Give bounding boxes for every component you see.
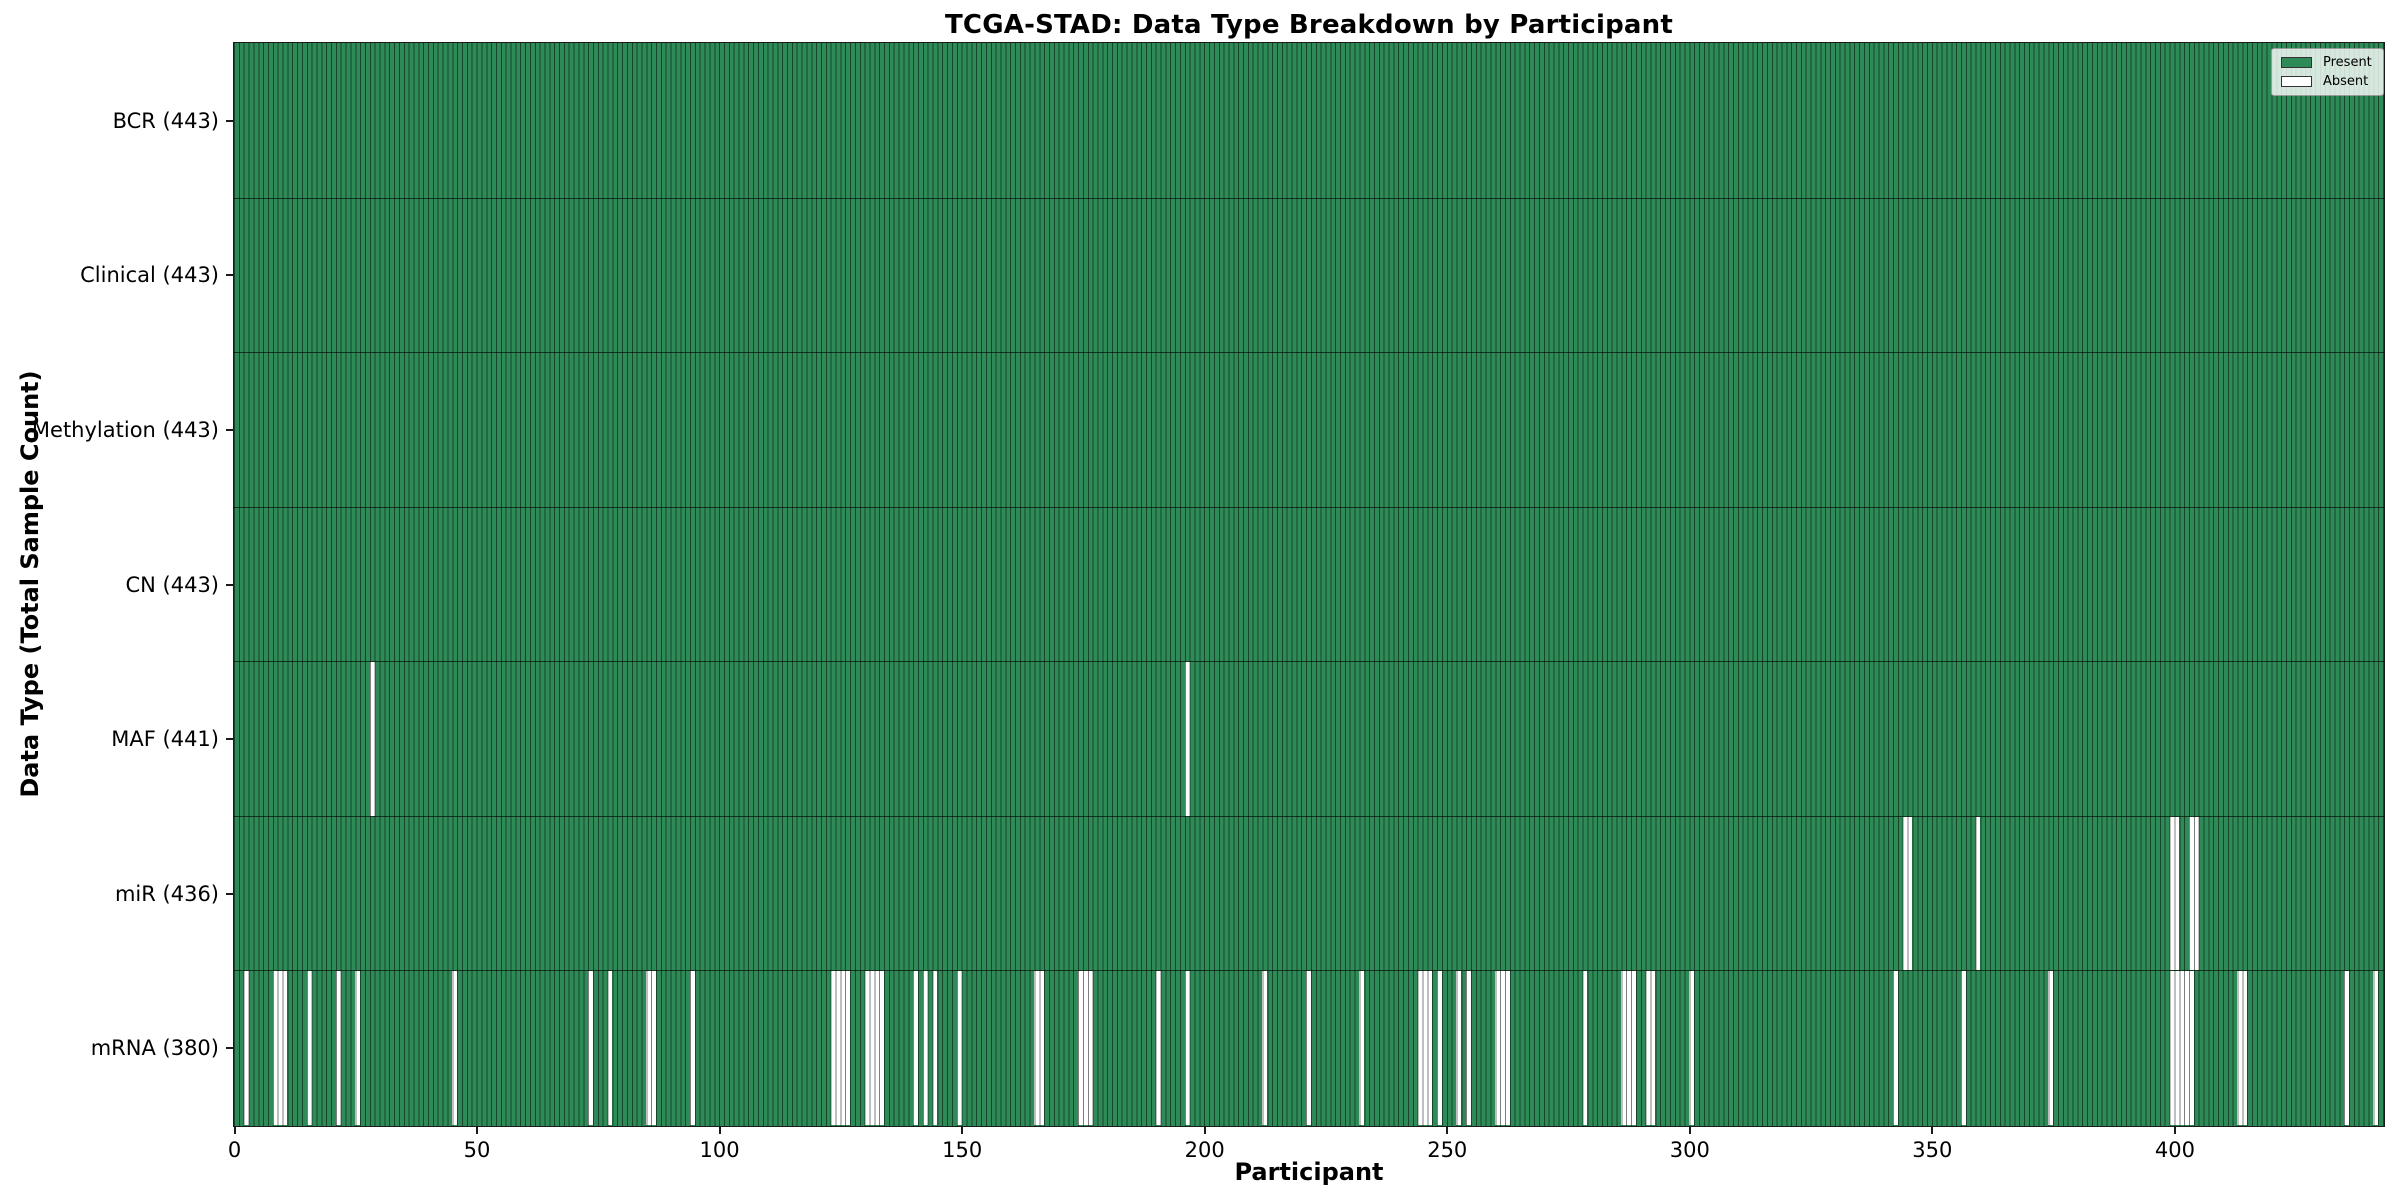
absent-cell (2048, 971, 2054, 1125)
absent-cell (306, 971, 312, 1125)
absent-cell (607, 971, 613, 1125)
y-tick-mark (226, 738, 233, 741)
absent-cell (1960, 971, 1966, 1125)
absent-cell (1689, 971, 1695, 1125)
legend-entry-absent: Absent (2281, 75, 2372, 88)
absent-cell (2242, 971, 2248, 1125)
absent-cell (1427, 971, 1433, 1125)
y-tick-label: CN (443) (125, 572, 219, 597)
absent-cell (1650, 971, 1656, 1125)
x-tick-mark (961, 1127, 964, 1134)
x-tick-label: 0 (227, 1138, 242, 1162)
absent-cell (2193, 816, 2199, 971)
absent-cell (1184, 662, 1190, 816)
heatmap-row-mir (234, 815, 2384, 971)
y-tick-mark (226, 1047, 233, 1050)
legend-label-present: Present (2323, 55, 2372, 70)
legend: Present Absent (2271, 48, 2384, 96)
absent-cell (1582, 971, 1588, 1125)
absent-cell (651, 971, 657, 1125)
plot-area (233, 42, 2385, 1127)
absent-cell (1907, 816, 1913, 971)
x-tick-label: 50 (463, 1138, 491, 1162)
absent-cell (913, 971, 918, 1125)
x-tick-label: 300 (1669, 1138, 1710, 1162)
absent-cell (1184, 971, 1190, 1125)
absent-cell (1975, 816, 1981, 971)
x-tick-mark (1931, 1127, 1934, 1134)
absent-cell (1087, 971, 1093, 1125)
y-tick-label: mRNA (380) (90, 1036, 219, 1061)
x-tick-label: 250 (1427, 1138, 1468, 1162)
y-tick-mark (226, 274, 233, 277)
absent-cell (689, 971, 695, 1125)
x-tick-mark (2173, 1127, 2176, 1134)
absent-cell (1039, 971, 1045, 1125)
absent-cell (1359, 971, 1365, 1125)
legend-label-absent: Absent (2323, 74, 2369, 89)
legend-entry-present: Present (2281, 56, 2372, 69)
heatmap-row-maf (234, 661, 2384, 816)
y-tick-label: BCR (443) (112, 108, 219, 133)
absent-cell (932, 971, 938, 1125)
y-tick-mark (226, 119, 233, 122)
absent-cell (282, 971, 288, 1125)
absent-cell (1893, 971, 1898, 1125)
y-tick-mark (226, 892, 233, 895)
y-tick-label: MAF (441) (111, 727, 219, 752)
heatmap-row-clinical (234, 197, 2384, 353)
absent-cell (2174, 816, 2180, 971)
x-tick-label: 150 (942, 1138, 983, 1162)
absent-cell (956, 971, 962, 1125)
x-tick-label: 400 (2154, 1138, 2195, 1162)
y-tick-label: Clinical (443) (80, 263, 219, 288)
y-tick-mark (226, 583, 233, 586)
legend-swatch-absent-icon (2281, 76, 2312, 87)
x-tick-mark (1446, 1127, 1449, 1134)
absent-cell (1456, 971, 1462, 1125)
y-tick-label: Methylation (443) (31, 417, 219, 442)
x-tick-mark (718, 1127, 721, 1134)
absent-cell (2373, 971, 2379, 1125)
heatmap-row-bcr (234, 43, 2384, 198)
absent-cell (2188, 971, 2194, 1125)
absent-cell (369, 662, 375, 816)
x-axis-label: Participant (1234, 1158, 1384, 1186)
absent-cell (1631, 971, 1636, 1125)
absent-cell (1155, 971, 1161, 1125)
x-tick-mark (476, 1127, 479, 1134)
absent-cell (588, 971, 593, 1125)
absent-cell (1437, 971, 1442, 1125)
absent-cell (1306, 971, 1311, 1125)
heatmap-row-methylation (234, 352, 2384, 507)
legend-swatch-present-icon (2281, 57, 2312, 68)
absent-cell (243, 971, 249, 1125)
absent-cell (335, 971, 341, 1125)
absent-cell (1262, 971, 1268, 1125)
absent-cell (922, 971, 928, 1125)
heatmap-row-cn (234, 506, 2384, 662)
y-tick-mark (226, 428, 233, 431)
absent-cell (2344, 971, 2350, 1125)
x-tick-mark (1688, 1127, 1691, 1134)
absent-cell (1504, 971, 1510, 1125)
absent-cell (879, 971, 885, 1125)
chart-title: TCGA-STAD: Data Type Breakdown by Partic… (945, 10, 1673, 40)
x-tick-mark (1203, 1127, 1206, 1134)
heatmap-row-mrna (234, 970, 2384, 1125)
absent-cell (355, 971, 361, 1125)
x-tick-label: 200 (1184, 1138, 1225, 1162)
absent-cell (452, 971, 458, 1125)
absent-cell (845, 971, 851, 1125)
x-tick-label: 100 (699, 1138, 740, 1162)
y-tick-label: miR (436) (114, 881, 219, 906)
x-tick-label: 350 (1912, 1138, 1953, 1162)
x-tick-mark (233, 1127, 236, 1134)
absent-cell (1466, 971, 1471, 1125)
